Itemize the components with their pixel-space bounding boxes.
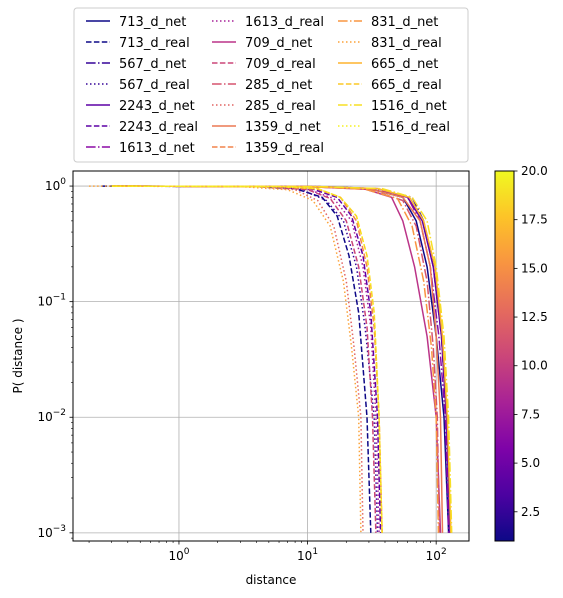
series-line-285_d_net — [111, 185, 441, 533]
series-line-2243_d_real — [111, 185, 382, 533]
y-tick-label-3: 100 — [45, 177, 66, 193]
legend-label-665_d_real: 665_d_real — [371, 78, 442, 93]
legend-label-831_d_real: 831_d_real — [371, 36, 442, 51]
y-tick-label-1: 10−2 — [37, 408, 66, 424]
legend-label-709_d_real: 709_d_real — [245, 57, 316, 72]
legend-label-1359_d_real: 1359_d_real — [245, 141, 324, 156]
series-line-1613_d_net — [111, 185, 450, 533]
series-line-709_d_real — [111, 185, 377, 533]
legend-label-1359_d_net: 1359_d_net — [245, 120, 321, 135]
colorbar-tick-label-4: 12.5 — [521, 310, 548, 324]
legend-label-1516_d_net: 1516_d_net — [371, 99, 447, 114]
axis-ticks: 100 101 102 10−3 10−2 10−1 100 — [37, 177, 446, 563]
colorbar-tick-label-1: 5.0 — [521, 456, 540, 470]
x-tick-label-0: 100 — [168, 547, 189, 563]
legend-label-709_d_net: 709_d_net — [245, 36, 312, 51]
series-line-1613_d_real — [111, 185, 380, 533]
plot-frame — [72, 170, 470, 542]
legend-label-713_d_real: 713_d_real — [119, 36, 190, 51]
colorbar-tick-label-2: 7.5 — [521, 407, 540, 421]
colorbar-tick-label-5: 15.0 — [521, 261, 548, 275]
series-line-1516_d_net — [111, 185, 453, 533]
series-line-1359_d_real — [111, 185, 383, 533]
series-line-713_d_real — [101, 185, 372, 533]
y-tick-label-0: 10−3 — [37, 524, 66, 540]
series-line-831_d_net — [111, 185, 440, 533]
series-line-567_d_net — [111, 185, 452, 533]
series-line-1516_d_real — [111, 185, 383, 533]
legend-label-2243_d_net: 2243_d_net — [119, 99, 195, 114]
series-lines — [89, 185, 453, 533]
x-tick-label-1: 101 — [297, 547, 318, 563]
legend-label-285_d_net: 285_d_net — [245, 78, 312, 93]
series-line-713_d_net — [111, 185, 450, 533]
legend-label-1516_d_real: 1516_d_real — [371, 120, 450, 135]
legend-label-1613_d_real: 1613_d_real — [245, 15, 324, 30]
series-line-2243_d_net — [111, 185, 451, 533]
colorbar-tick-label-6: 17.5 — [521, 213, 548, 227]
y-tick-label-2: 10−1 — [37, 293, 66, 309]
legend-frame — [73, 7, 469, 163]
y-axis-label: P( distance ) — [11, 318, 25, 393]
legend-label-567_d_net: 567_d_net — [119, 57, 186, 72]
legend-label-713_d_net: 713_d_net — [119, 15, 186, 30]
series-line-665_d_net — [111, 185, 452, 533]
series-line-285_d_real — [111, 185, 364, 533]
series-line-567_d_real — [111, 185, 379, 533]
legend-label-567_d_real: 567_d_real — [119, 78, 190, 93]
colorbar-tick-label-0: 2.5 — [521, 505, 540, 519]
colorbar-ticks: 2.5 5.0 7.5 10.0 12.5 15.0 17.5 20.0 — [514, 164, 548, 519]
x-tick-label-2: 102 — [426, 547, 447, 563]
series-line-1359_d_net — [111, 185, 444, 533]
colorbar — [494, 170, 515, 542]
x-axis-label: distance — [246, 573, 297, 587]
series-line-665_d_real — [111, 185, 383, 533]
colorbar-tick-label-3: 10.0 — [521, 359, 548, 373]
legend: 713_d_net 713_d_real 567_d_net 567_d_real 22… — [73, 7, 469, 163]
series-line-709_d_net — [111, 185, 442, 533]
legend-label-831_d_net: 831_d_net — [371, 15, 438, 30]
legend-label-2243_d_real: 2243_d_real — [119, 120, 198, 135]
legend-label-1613_d_net: 1613_d_net — [119, 141, 195, 156]
grid — [73, 171, 469, 541]
colorbar-tick-label-7: 20.0 — [521, 164, 548, 178]
legend-label-285_d_real: 285_d_real — [245, 99, 316, 114]
legend-label-665_d_net: 665_d_net — [371, 57, 438, 72]
series-line-831_d_real — [89, 185, 362, 533]
